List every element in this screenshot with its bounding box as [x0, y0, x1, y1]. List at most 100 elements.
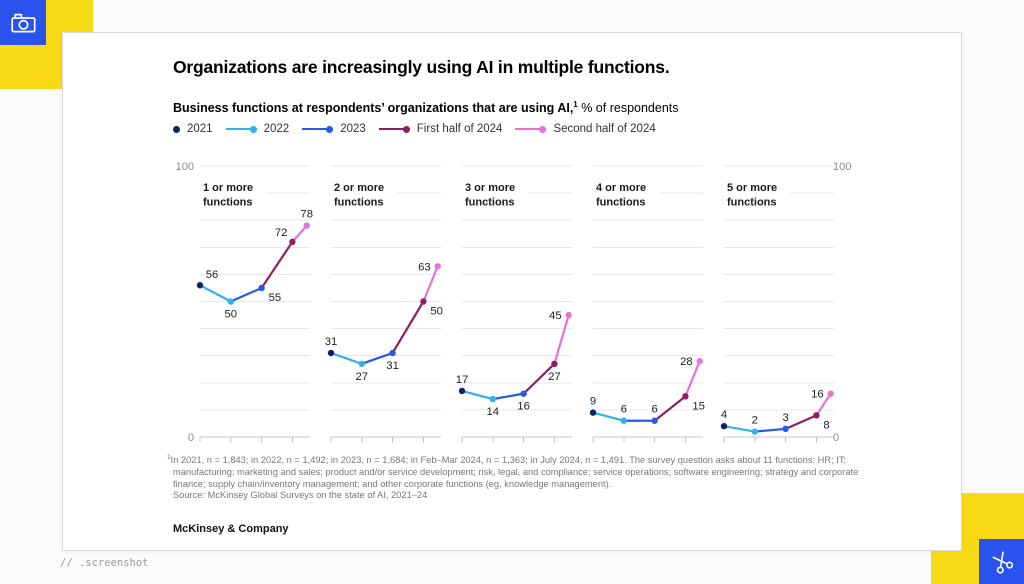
series-segment — [360, 351, 394, 365]
series-segment — [522, 362, 556, 395]
series-segment — [684, 360, 701, 398]
data-point — [389, 349, 396, 357]
panel-label-bg — [331, 173, 397, 209]
panel-label-line1: 2 or more — [334, 182, 384, 194]
value-label: 27 — [356, 371, 369, 383]
legend-label: 2023 — [340, 123, 366, 135]
data-point — [227, 298, 234, 305]
value-label: 16 — [811, 389, 824, 401]
value-label: 31 — [386, 360, 399, 372]
legend-marker-icon — [225, 125, 257, 133]
footnote-marker: 1 — [167, 454, 171, 461]
value-label: 63 — [418, 261, 431, 273]
data-point — [434, 263, 441, 270]
data-point — [751, 428, 758, 435]
value-label: 2 — [752, 415, 758, 427]
value-label: 28 — [680, 356, 693, 368]
scissors-badge — [979, 539, 1024, 584]
data-point — [551, 360, 558, 368]
series-segment — [815, 392, 832, 417]
footnote-text: 1In 2021, n = 1,843; in 2022, n = 1,492;… — [167, 454, 859, 489]
series-segment — [329, 351, 363, 365]
data-point — [682, 393, 689, 400]
data-point — [358, 360, 365, 368]
value-label: 72 — [275, 227, 288, 239]
panel-label-line1: 4 or more — [596, 182, 646, 194]
footnote: 1In 2021, n = 1,843; in 2022, n = 1,492;… — [167, 452, 859, 502]
value-label: 27 — [548, 371, 561, 383]
value-label: 55 — [269, 292, 282, 304]
legend-label: First half of 2024 — [416, 123, 503, 135]
legend-item-first-half-of-2024: First half of 2024 — [378, 123, 503, 135]
panel-label-line2: functions — [334, 197, 384, 209]
series-segment — [784, 414, 818, 430]
value-label: 17 — [456, 374, 469, 386]
value-label: 14 — [487, 406, 500, 418]
panel-label-line1: 1 or more — [203, 182, 253, 194]
data-point — [289, 238, 296, 246]
subtitle-footnote-marker: 1 — [573, 100, 578, 109]
value-label: 15 — [692, 400, 705, 412]
legend-marker-icon — [302, 125, 334, 133]
data-point — [258, 284, 265, 292]
camera-icon — [10, 13, 36, 33]
panel-label-line2: functions — [465, 197, 515, 209]
brand-logo: McKinsey & Company — [173, 523, 289, 535]
series-segment — [422, 265, 439, 303]
legend-label: 2022 — [263, 123, 290, 135]
panel-label-line1: 3 or more — [465, 182, 515, 194]
legend-item-second-half-of-2024: Second half of 2024 — [515, 123, 656, 135]
scissors-icon — [992, 550, 1013, 574]
series-segment — [229, 286, 263, 303]
value-label: 6 — [621, 404, 627, 416]
legend-label: 2021 — [187, 123, 213, 135]
y-axis-label-left-top: 100 — [176, 161, 194, 173]
panel-label-bg — [462, 173, 528, 209]
value-label: 50 — [225, 309, 238, 321]
panel-label-line1: 5 or more — [727, 182, 777, 194]
series-segment — [460, 389, 494, 401]
value-label: 31 — [325, 336, 338, 348]
data-point — [303, 222, 310, 229]
series-segment — [591, 411, 625, 422]
panel-label-bg — [200, 173, 266, 209]
data-point — [813, 412, 820, 419]
value-label: 78 — [300, 209, 313, 221]
legend-marker-icon — [173, 125, 180, 133]
subtitle-unit-text: % of respondents — [577, 101, 679, 116]
data-point — [782, 425, 789, 433]
chart-title: Organizations are increasingly using AI … — [173, 57, 670, 77]
value-label: 45 — [549, 310, 562, 322]
panel-label-line2: functions — [203, 197, 253, 209]
data-point — [565, 311, 572, 319]
data-point — [327, 349, 335, 357]
camera-badge — [0, 0, 46, 45]
series-segment — [491, 392, 525, 401]
data-point — [827, 390, 834, 397]
data-point — [720, 422, 728, 430]
data-point — [420, 298, 427, 305]
chart-legend: 2021 2022 2023 First half of 2024 Second hal… — [173, 123, 656, 135]
legend-marker-icon — [378, 125, 410, 133]
legend-item-2022: 2022 — [225, 123, 290, 135]
data-point — [196, 282, 204, 289]
y-axis-label-right-top: 100 — [833, 161, 851, 173]
series-segment — [391, 300, 425, 355]
value-label: 6 — [651, 404, 657, 416]
legend-label: Second half of 2024 — [553, 123, 656, 135]
panel-label-line2: functions — [596, 197, 646, 209]
series-segment — [553, 313, 570, 365]
series-segment — [291, 224, 308, 243]
value-label: 9 — [590, 396, 596, 408]
chart-subtitle: Business functions at respondents’ organ… — [173, 100, 679, 115]
value-label: 8 — [823, 419, 829, 431]
screenshot-caption: // .screenshot — [60, 557, 149, 569]
y-axis-label-left-bottom: 0 — [188, 432, 194, 444]
data-point — [520, 390, 527, 397]
value-label: 50 — [430, 306, 443, 318]
value-label: 4 — [721, 409, 727, 421]
value-label: 56 — [206, 269, 219, 281]
source-line: Source: McKinsey Global Surveys on the s… — [173, 490, 428, 501]
value-label: 16 — [517, 401, 530, 413]
panel-label-bg — [593, 173, 659, 209]
